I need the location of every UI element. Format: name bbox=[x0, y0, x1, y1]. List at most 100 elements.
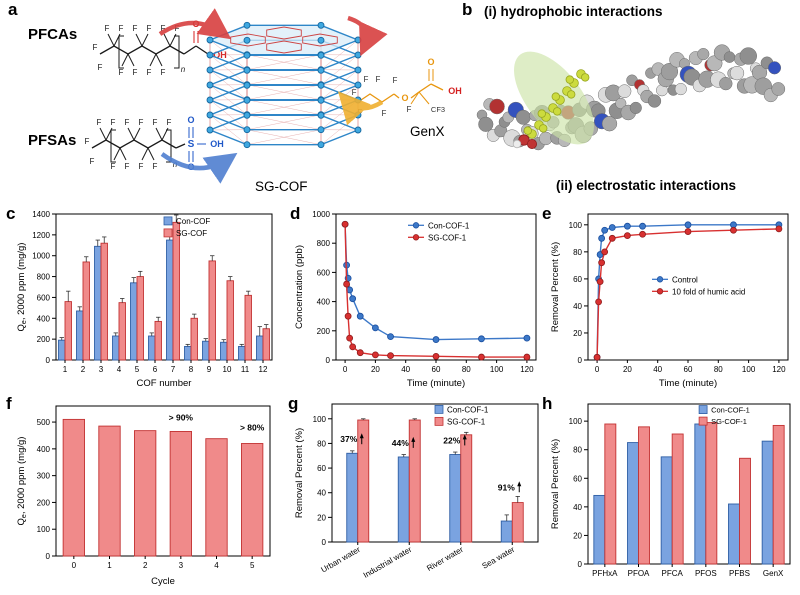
svg-text:Removal Percent (%): Removal Percent (%) bbox=[550, 439, 561, 529]
svg-text:PFOA: PFOA bbox=[628, 569, 650, 578]
genx-to-cof-arrow bbox=[338, 91, 384, 126]
svg-text:0: 0 bbox=[595, 365, 600, 374]
svg-text:60: 60 bbox=[573, 275, 582, 284]
svg-text:O: O bbox=[401, 93, 408, 103]
svg-text:F: F bbox=[111, 162, 116, 171]
svg-text:22%: 22% bbox=[443, 435, 460, 445]
svg-text:O: O bbox=[427, 57, 434, 67]
svg-text:Con-COF: Con-COF bbox=[176, 217, 210, 226]
svg-text:9: 9 bbox=[207, 365, 212, 374]
svg-text:200: 200 bbox=[37, 498, 51, 507]
panel-a-arrows bbox=[158, 8, 388, 184]
svg-text:0: 0 bbox=[343, 365, 348, 374]
svg-text:100: 100 bbox=[313, 415, 327, 424]
svg-text:100: 100 bbox=[569, 417, 583, 426]
svg-text:1: 1 bbox=[63, 365, 68, 374]
stacking-arrow bbox=[347, 15, 388, 57]
svg-text:11: 11 bbox=[241, 365, 250, 374]
svg-text:60: 60 bbox=[684, 365, 693, 374]
svg-text:Qe, 2000 ppm (mg/g): Qe, 2000 ppm (mg/g) bbox=[16, 243, 28, 332]
svg-text:Sea water: Sea water bbox=[481, 545, 517, 571]
svg-text:F: F bbox=[139, 118, 144, 127]
svg-text:n: n bbox=[181, 65, 186, 74]
chart-adsorption-capacity: 0 200 400 600 800 1000 1200 1400 Qe, 2000 ppm (m… bbox=[14, 208, 278, 390]
svg-text:F: F bbox=[153, 118, 158, 127]
svg-text:F: F bbox=[161, 68, 166, 77]
svg-text:12: 12 bbox=[259, 365, 268, 374]
svg-text:F: F bbox=[85, 137, 90, 146]
svg-text:F: F bbox=[147, 68, 152, 77]
panel-label-a: a bbox=[8, 0, 18, 19]
svg-text:SG-COF-1: SG-COF-1 bbox=[447, 417, 486, 426]
svg-text:44%: 44% bbox=[392, 438, 409, 448]
svg-text:40: 40 bbox=[573, 503, 582, 512]
pfcas-label: PFCAs bbox=[28, 26, 78, 43]
svg-text:600: 600 bbox=[317, 268, 331, 277]
svg-text:37%: 37% bbox=[340, 434, 357, 444]
svg-text:1000: 1000 bbox=[32, 252, 50, 261]
svg-text:> 80%: > 80% bbox=[240, 423, 265, 433]
chart-humic-acid: 0 20 40 60 80 100 Removal Percent (%) Time (min… bbox=[548, 208, 796, 390]
svg-text:500: 500 bbox=[37, 418, 51, 427]
svg-text:Industrial water: Industrial water bbox=[362, 545, 414, 580]
svg-text:F: F bbox=[393, 76, 398, 85]
svg-text:SG-COF-1: SG-COF-1 bbox=[711, 417, 747, 426]
svg-text:100: 100 bbox=[490, 365, 504, 374]
svg-text:Con-COF-1: Con-COF-1 bbox=[447, 405, 489, 414]
svg-text:120: 120 bbox=[772, 365, 786, 374]
svg-text:F: F bbox=[119, 24, 124, 33]
svg-text:400: 400 bbox=[37, 314, 51, 323]
svg-text:100: 100 bbox=[37, 525, 51, 534]
svg-text:F: F bbox=[105, 24, 110, 33]
svg-text:CF3: CF3 bbox=[431, 105, 445, 114]
genx-structure: FFFFFFOFCF3OOH bbox=[352, 50, 470, 142]
svg-text:Urban water: Urban water bbox=[320, 545, 363, 575]
svg-text:3: 3 bbox=[179, 561, 184, 570]
svg-text:400: 400 bbox=[317, 298, 331, 307]
svg-text:80: 80 bbox=[573, 248, 582, 257]
svg-text:8: 8 bbox=[189, 365, 194, 374]
svg-text:GenX: GenX bbox=[763, 569, 784, 578]
svg-text:600: 600 bbox=[37, 293, 51, 302]
pfcas-to-cof-arrow bbox=[158, 8, 232, 40]
svg-text:Cycle: Cycle bbox=[151, 576, 175, 587]
svg-text:River water: River water bbox=[425, 545, 465, 573]
svg-text:Con-COF-1: Con-COF-1 bbox=[711, 406, 750, 415]
svg-text:F: F bbox=[161, 24, 166, 33]
svg-text:Removal Percent (%): Removal Percent (%) bbox=[550, 242, 561, 332]
svg-text:OH: OH bbox=[210, 139, 224, 149]
svg-text:100: 100 bbox=[569, 221, 583, 230]
svg-text:F: F bbox=[97, 118, 102, 127]
svg-text:S: S bbox=[188, 139, 195, 150]
svg-text:Con-COF-1: Con-COF-1 bbox=[428, 221, 470, 230]
panel-label-h: h bbox=[542, 394, 553, 413]
molecule-cluster bbox=[454, 22, 800, 176]
panel-label-d: d bbox=[290, 204, 301, 223]
svg-text:PFHxA: PFHxA bbox=[592, 569, 618, 578]
svg-text:40: 40 bbox=[653, 365, 662, 374]
svg-text:80: 80 bbox=[462, 365, 471, 374]
svg-text:F: F bbox=[382, 109, 387, 118]
svg-text:300: 300 bbox=[37, 472, 51, 481]
svg-text:F: F bbox=[125, 162, 130, 171]
svg-text:F: F bbox=[125, 118, 130, 127]
svg-text:0: 0 bbox=[46, 356, 51, 365]
svg-text:Concentration (ppb): Concentration (ppb) bbox=[294, 245, 305, 329]
svg-text:F: F bbox=[98, 63, 103, 72]
svg-text:F: F bbox=[93, 43, 98, 52]
hydrophobic-interactions-title: (i) hydrophobic interactions bbox=[484, 4, 663, 19]
svg-text:1400: 1400 bbox=[32, 210, 50, 219]
svg-text:F: F bbox=[175, 24, 180, 33]
svg-text:20: 20 bbox=[573, 531, 582, 540]
svg-text:0: 0 bbox=[578, 560, 583, 569]
chart-recycling: 0 100 200 300 400 500 Qe, 2000 ppm (mg/g) Cycle… bbox=[14, 398, 278, 588]
svg-text:Removal Percent (%): Removal Percent (%) bbox=[294, 428, 305, 518]
svg-text:Time (minute): Time (minute) bbox=[659, 378, 717, 389]
svg-text:800: 800 bbox=[37, 273, 51, 282]
genx-label: GenX bbox=[410, 124, 445, 139]
svg-text:5: 5 bbox=[135, 365, 140, 374]
panel-label-b: b bbox=[462, 0, 473, 19]
svg-text:80: 80 bbox=[714, 365, 723, 374]
